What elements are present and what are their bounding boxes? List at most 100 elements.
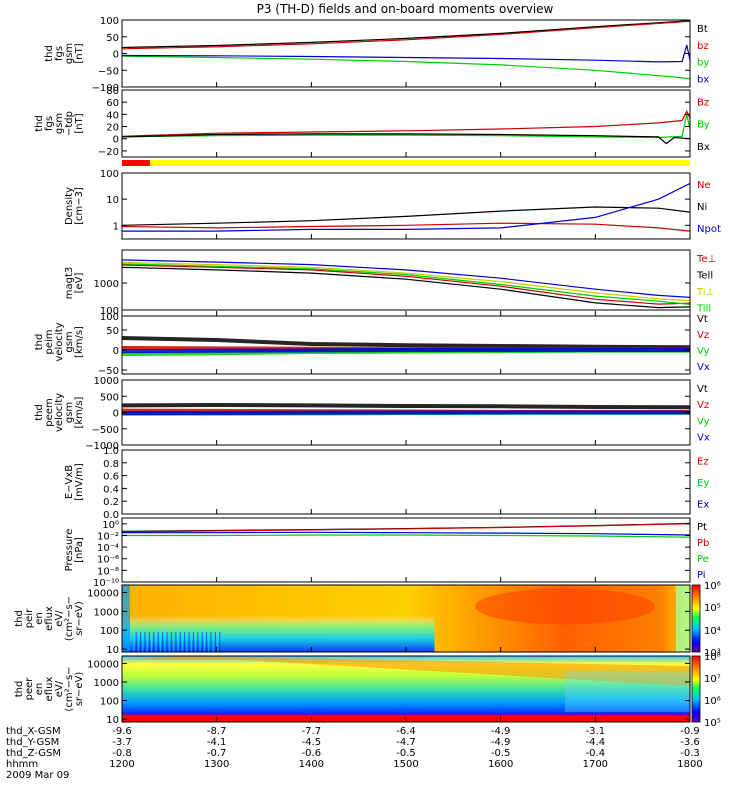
panel-frame — [121, 449, 691, 515]
legend-entry: Pt — [697, 522, 707, 533]
mode-bar — [122, 160, 691, 166]
panel-frame — [121, 517, 691, 583]
y-axis-label: en — [34, 612, 45, 625]
y-axis-label: thd — [44, 45, 55, 62]
colorbar: 10⁶ 10⁵ 10⁴ 10³ — [691, 581, 721, 659]
series-line-pb — [122, 522, 690, 533]
series-line-series-5 — [122, 259, 690, 298]
legend-entry: bz — [697, 41, 709, 52]
orbit-value: -9.6 — [112, 726, 132, 737]
y-tick-label: 10 — [106, 645, 119, 656]
orbit-value: -3.6 — [680, 737, 700, 748]
legend: Bt bz by bx — [697, 24, 709, 85]
y-tick-label: 10 — [106, 715, 119, 726]
series-line-bz — [122, 20, 690, 50]
legend: Ne Ni Npot — [697, 180, 721, 235]
legend-entry: Bt — [697, 24, 708, 35]
legend-entry: Bx — [697, 142, 710, 153]
plot-date: 2009 Mar 09 — [6, 770, 69, 781]
colorbar: 10⁸ 10⁷ 10⁶ 10⁵ — [691, 652, 721, 729]
y-axis-label: sr−eV) — [74, 672, 85, 707]
legend-entry: Vx — [697, 433, 710, 444]
y-tick-label: −1000 — [85, 441, 119, 452]
y-tick-label: 50 — [106, 33, 119, 44]
x-tick-label: 1300 — [204, 759, 229, 770]
y-axis-label: Density — [64, 187, 75, 225]
y-axis-label: gsm — [64, 43, 75, 64]
y-axis-label: velocity — [54, 322, 65, 361]
legend-entry: Vz — [697, 400, 709, 411]
panel-6: Vt Vz Vy Vx 1000 500 0 −500 −1000 thd peem velocity… — [34, 376, 710, 452]
y-tick-label: 10⁻² — [97, 531, 119, 542]
series-line-pi — [122, 531, 690, 536]
legend-entry: Till — [696, 304, 711, 315]
legend-entry: Pe — [697, 554, 709, 565]
legend-entry: Ti⊥ — [696, 287, 714, 298]
y-tick-label: 0.4 — [103, 484, 119, 495]
y-tick-label: 100 — [100, 306, 119, 317]
legend-entry: bx — [697, 74, 709, 85]
series-line-vt — [122, 402, 690, 410]
y-tick-label: 10⁻¹⁰ — [93, 578, 119, 589]
x-tick-label: 1700 — [583, 759, 608, 770]
y-axis-label: velocity — [54, 393, 65, 432]
legend-entry: Vy — [697, 416, 710, 427]
y-tick-label: 40 — [106, 110, 119, 121]
orbit-row-label: hhmm — [6, 759, 38, 770]
panel-1: Bt bz by bx 100 50 0 −50 −100 thd fgs gsm [nT] — [44, 16, 709, 94]
series-line-till — [122, 263, 690, 306]
x-tick-label: 1500 — [393, 759, 418, 770]
series-line-npot — [122, 182, 690, 232]
y-axis-label: eflux — [44, 677, 55, 702]
y-axis-label: gsm — [64, 331, 75, 352]
y-axis-label: peer — [24, 677, 35, 701]
orbit-value: -3.7 — [112, 737, 132, 748]
y-tick-label: 0 — [113, 346, 119, 357]
legend-entry: Vy — [697, 346, 710, 357]
colorbar-tick-label: 10⁵ — [704, 718, 721, 729]
y-axis-label: fgs — [54, 46, 65, 61]
y-axis-label: [km/s] — [74, 396, 85, 428]
legend: Vt Vz Vy Vx — [697, 314, 710, 373]
x-tick-label: 1600 — [488, 759, 513, 770]
y-tick-label: 80 — [106, 86, 119, 97]
panel-9: 10⁶ 10⁵ 10⁴ 10³ 10000 1000 100 10 thd peir en eflux… — [14, 581, 721, 659]
y-tick-label: −50 — [98, 66, 119, 77]
x-tick-label: 1800 — [677, 759, 702, 770]
orbit-value: -4.7 — [396, 737, 416, 748]
y-axis-label: [km/s] — [74, 326, 85, 358]
y-tick-label: 1000 — [94, 376, 119, 387]
y-axis-label: [eV] — [74, 273, 85, 294]
colorbar-tick-label: 10⁴ — [704, 626, 721, 637]
orbit-value: -6.4 — [396, 726, 416, 737]
legend-entry: By — [697, 120, 710, 131]
y-tick-label: 50 — [106, 326, 119, 337]
y-tick-label: 1.0 — [103, 446, 119, 457]
orbit-value: -4.1 — [207, 737, 227, 748]
y-tick-label: 10⁰ — [102, 520, 119, 531]
y-axis-label: gsm — [54, 113, 65, 134]
y-tick-label: 1000 — [94, 279, 119, 290]
orbit-value: -0.5 — [491, 748, 511, 759]
legend-entry: Pb — [697, 538, 709, 549]
legend: Vt Vz Vy Vx — [697, 384, 710, 444]
legend-entry: Vt — [697, 384, 708, 395]
panel-frame — [121, 309, 691, 375]
series-line-by — [122, 55, 690, 80]
y-tick-label: 1 — [113, 221, 119, 232]
colorbar-tick-label: 10⁷ — [704, 674, 721, 685]
y-tick-label: 0.0 — [103, 510, 119, 521]
y-tick-label: 0.8 — [103, 459, 119, 470]
chart-title: P3 (TH-D) fields and on-board moments ov… — [257, 2, 554, 16]
panel-frame — [121, 89, 691, 158]
legend-entry: Ex — [697, 499, 709, 510]
series-line-bt — [122, 20, 690, 49]
y-axis-label: thd — [34, 115, 45, 132]
y-tick-label: 10⁻⁴ — [97, 543, 119, 554]
series-line-te- — [122, 264, 690, 305]
y-axis-label: thd — [34, 334, 45, 351]
y-axis-label: E−VxB — [64, 465, 75, 499]
y-axis-label: eV/ — [54, 680, 65, 697]
